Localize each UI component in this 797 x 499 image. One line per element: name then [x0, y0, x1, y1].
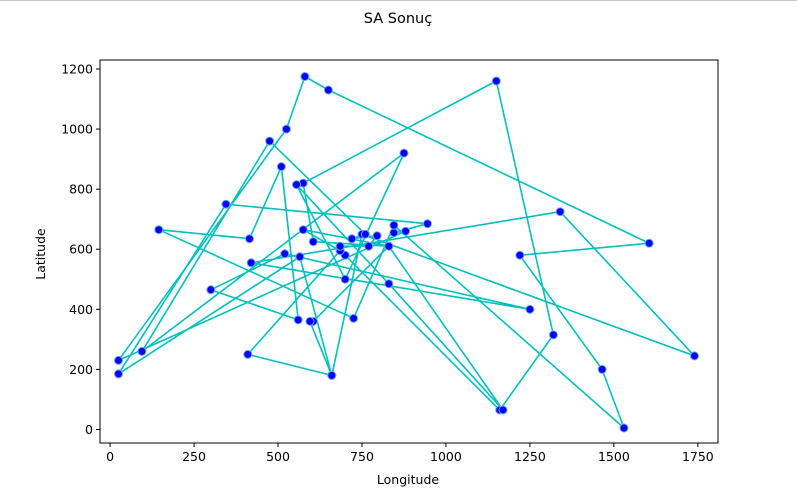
city-point [498, 405, 508, 415]
city-point [221, 199, 231, 209]
city-point [327, 370, 337, 380]
x-tick-label: 250 [182, 449, 206, 464]
city-point [291, 180, 301, 190]
city-point [347, 234, 357, 244]
x-tick-label: 1250 [514, 449, 546, 464]
city-point [372, 231, 382, 241]
city-point [300, 72, 310, 82]
x-tick-label: 500 [266, 449, 290, 464]
y-tick-label: 0 [85, 422, 93, 437]
axis-ticks: 0 250 500 750 1000 1250 1500 1750 0 200 400 600 800 1… [61, 62, 714, 464]
city-point [335, 241, 345, 251]
x-tick-label: 750 [350, 449, 374, 464]
city-point [340, 274, 350, 284]
city-point [113, 355, 123, 365]
y-tick-label: 400 [69, 302, 93, 317]
city-point [349, 313, 359, 323]
city-point [246, 258, 256, 268]
city-point [244, 234, 254, 244]
city-point [305, 316, 315, 326]
city-point [243, 349, 253, 359]
x-tick-label: 1000 [430, 449, 462, 464]
city-point [384, 279, 394, 289]
city-point [644, 238, 654, 248]
city-point [360, 229, 370, 239]
city-point [276, 162, 286, 172]
city-point [323, 85, 333, 95]
city-point [389, 228, 399, 238]
city-point [525, 304, 535, 314]
city-point [206, 285, 216, 295]
city-point [422, 219, 432, 229]
city-point [265, 136, 275, 146]
city-point [491, 76, 501, 86]
city-point [401, 226, 411, 236]
city-point [154, 225, 164, 235]
city-point [689, 351, 699, 361]
route-series [113, 72, 699, 433]
y-tick-label: 800 [69, 182, 93, 197]
y-tick-label: 1000 [61, 122, 93, 137]
city-point [548, 330, 558, 340]
city-point [384, 241, 394, 251]
city-point [137, 346, 147, 356]
city-point [280, 249, 290, 259]
city-point [298, 225, 308, 235]
route-line [117, 75, 696, 429]
city-point [293, 315, 303, 325]
city-point [597, 364, 607, 374]
city-point [515, 250, 525, 260]
y-axis-label: Latitude [33, 228, 48, 280]
y-tick-label: 200 [69, 362, 93, 377]
x-tick-label: 1500 [598, 449, 630, 464]
x-tick-label: 1750 [682, 449, 714, 464]
chart-title: SA Sonuç [364, 11, 432, 27]
x-tick-label: 0 [106, 449, 114, 464]
y-tick-label: 600 [69, 242, 93, 257]
x-axis-label: Longitude [377, 472, 439, 487]
city-point [364, 241, 374, 251]
city-point [281, 124, 291, 134]
city-point [295, 252, 305, 262]
top-border [0, 0, 797, 1]
city-point [308, 237, 318, 247]
y-tick-label: 1200 [61, 62, 93, 77]
city-point [389, 220, 399, 230]
city-point [555, 207, 565, 217]
city-point [619, 423, 629, 433]
city-point [399, 148, 409, 158]
city-point [113, 369, 123, 379]
